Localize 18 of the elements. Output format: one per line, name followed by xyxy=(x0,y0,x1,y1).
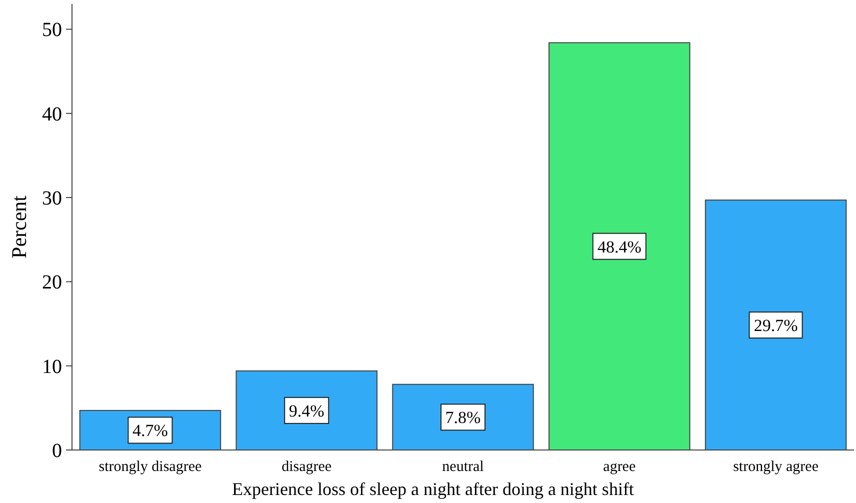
y-tick-label: 30 xyxy=(42,188,62,210)
x-tick-label: agree xyxy=(603,459,636,475)
x-tick-label: disagree xyxy=(282,459,332,475)
data-label: 4.7% xyxy=(132,421,168,440)
y-tick-label: 10 xyxy=(42,356,62,378)
data-label: 48.4% xyxy=(597,237,642,256)
x-tick-label: strongly disagree xyxy=(98,459,202,475)
data-label: 7.8% xyxy=(445,408,481,428)
x-tick-label: strongly agree xyxy=(733,459,819,475)
y-axis-title: Percent xyxy=(7,195,31,258)
y-tick-label: 20 xyxy=(42,272,62,294)
x-tick-label: neutral xyxy=(442,459,484,475)
y-tick-label: 50 xyxy=(42,19,62,42)
y-tick-label: 40 xyxy=(42,103,62,126)
data-label: 9.4% xyxy=(288,401,324,420)
y-tick-label: 0 xyxy=(52,440,62,462)
data-label: 29.7% xyxy=(754,316,798,336)
x-axis-title: Experience loss of sleep a night after doing a night shift xyxy=(232,479,634,499)
